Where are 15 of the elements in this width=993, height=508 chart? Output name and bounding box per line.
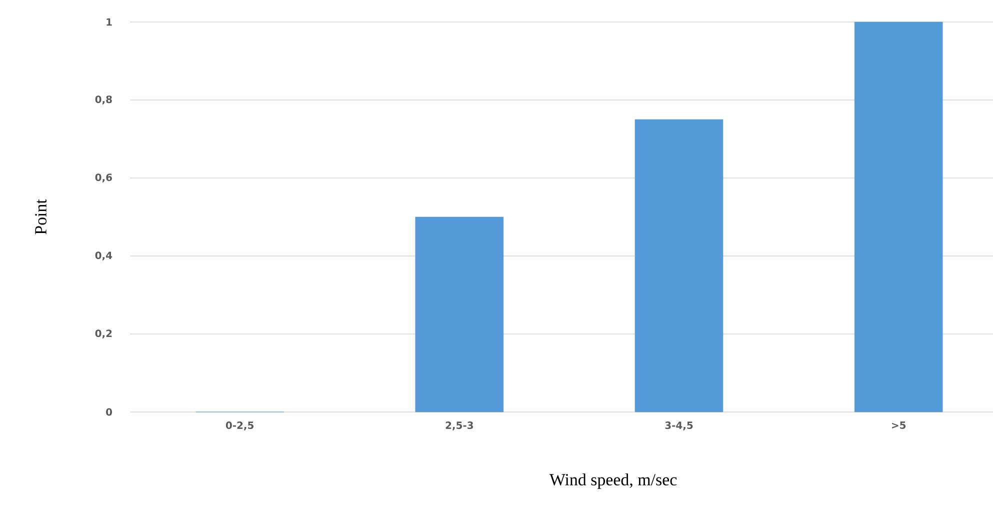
y-tick-label: 0,2 [95, 330, 112, 338]
y-tick-label: 0,4 [95, 252, 112, 260]
x-tick-label: 0-2,5 [226, 421, 254, 430]
bar [634, 119, 724, 412]
y-tick-label: 0 [106, 408, 112, 416]
bar [854, 22, 943, 412]
x-tick-label: 2,5-3 [446, 421, 473, 430]
y-axis-title: Point [35, 199, 46, 234]
y-tick-label: 0,8 [95, 96, 112, 104]
y-tick-label: 1 [106, 18, 112, 26]
y-tick-label: 0,6 [95, 174, 112, 182]
x-axis-title: Wind speed, m/sec [549, 474, 677, 489]
bar [415, 216, 504, 412]
x-tick-label: 3-4,5 [665, 421, 693, 430]
x-tick-label: >5 [892, 422, 906, 429]
